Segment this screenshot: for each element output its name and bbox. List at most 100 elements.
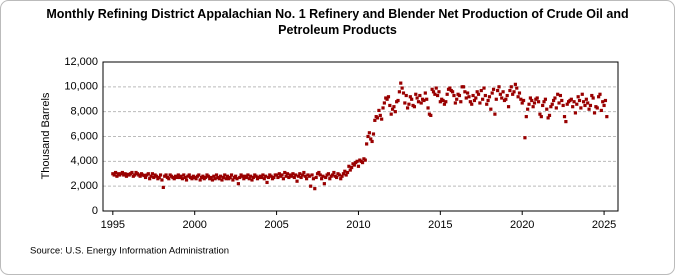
data-point [442, 102, 447, 106]
data-point [399, 81, 403, 85]
data-point [217, 177, 221, 181]
x-tick-label: 2020 [510, 219, 534, 231]
data-point [254, 174, 258, 178]
data-point [229, 173, 234, 177]
data-point [515, 86, 519, 90]
data-point [277, 172, 281, 176]
data-point [269, 174, 273, 178]
data-point [113, 170, 118, 175]
data-point [317, 170, 321, 175]
data-point [517, 91, 522, 95]
data-point [532, 101, 537, 105]
data-point [551, 98, 556, 103]
data-point [471, 93, 475, 98]
data-point [543, 97, 548, 101]
data-point [184, 178, 189, 182]
data-point [307, 174, 311, 178]
data-point [381, 106, 385, 110]
data-point [565, 102, 569, 106]
data-point [276, 175, 280, 180]
data-point [528, 96, 532, 100]
y-tick-label: 4,000 [70, 155, 98, 167]
data-point [448, 86, 452, 90]
data-point [371, 132, 376, 136]
data-point [478, 101, 482, 105]
data-point [298, 172, 302, 176]
data-point [564, 120, 568, 124]
data-point [539, 115, 543, 119]
data-point [431, 90, 436, 94]
data-point [541, 103, 545, 108]
data-point [289, 174, 294, 178]
data-point [261, 173, 265, 177]
data-point [590, 93, 594, 98]
data-point [221, 175, 225, 180]
data-point [160, 178, 164, 182]
data-point [549, 105, 553, 109]
y-axis-label: Thousand Barrels [40, 92, 52, 179]
data-point [527, 102, 531, 106]
data-point [115, 174, 119, 178]
y-tick-label: 0 [92, 205, 98, 217]
data-point [558, 93, 563, 98]
data-point [201, 174, 205, 178]
data-point [500, 96, 504, 100]
data-point [531, 105, 535, 109]
data-point [259, 175, 264, 180]
data-point [415, 96, 419, 100]
data-point [452, 93, 456, 98]
data-point [489, 107, 493, 111]
data-point [386, 95, 391, 99]
data-point [321, 174, 325, 178]
data-point [283, 170, 287, 175]
data-point [505, 93, 509, 98]
data-point [194, 177, 198, 181]
data-point [461, 85, 466, 89]
data-point [508, 88, 512, 93]
x-tick-label: 2005 [264, 219, 288, 231]
data-point [223, 173, 227, 177]
data-point [246, 173, 250, 177]
data-point [601, 100, 605, 104]
data-point [112, 173, 116, 177]
data-point [209, 175, 213, 180]
data-point [561, 103, 565, 108]
data-point [249, 174, 253, 178]
data-point [335, 175, 339, 180]
data-point [380, 117, 384, 121]
data-point [343, 169, 347, 173]
data-point [133, 173, 137, 177]
data-point [299, 175, 303, 180]
data-point [236, 182, 240, 186]
data-point [501, 90, 505, 94]
data-point [146, 172, 150, 176]
y-tick-label: 2,000 [70, 180, 98, 192]
data-point [468, 100, 472, 104]
data-point [124, 174, 129, 178]
data-point [412, 105, 417, 109]
data-point [579, 106, 583, 110]
data-point [542, 100, 546, 104]
data-point [580, 92, 584, 96]
data-point [280, 173, 284, 177]
data-point [569, 97, 573, 101]
data-point [272, 175, 276, 180]
data-point [553, 96, 557, 100]
data-point [530, 98, 534, 103]
data-point [575, 102, 579, 106]
data-point [400, 86, 404, 90]
data-point [378, 113, 382, 117]
data-point [158, 173, 163, 177]
data-point [204, 175, 208, 180]
data-point [220, 178, 224, 182]
data-point [599, 108, 603, 113]
data-point [370, 139, 374, 144]
data-point [366, 134, 370, 139]
data-point [441, 98, 445, 103]
data-point [250, 178, 254, 182]
data-point [313, 187, 317, 191]
data-point [556, 92, 560, 96]
title-box: Monthly Refining District Appalachian No… [46, 7, 628, 37]
data-point [475, 90, 479, 94]
data-point [466, 91, 470, 95]
